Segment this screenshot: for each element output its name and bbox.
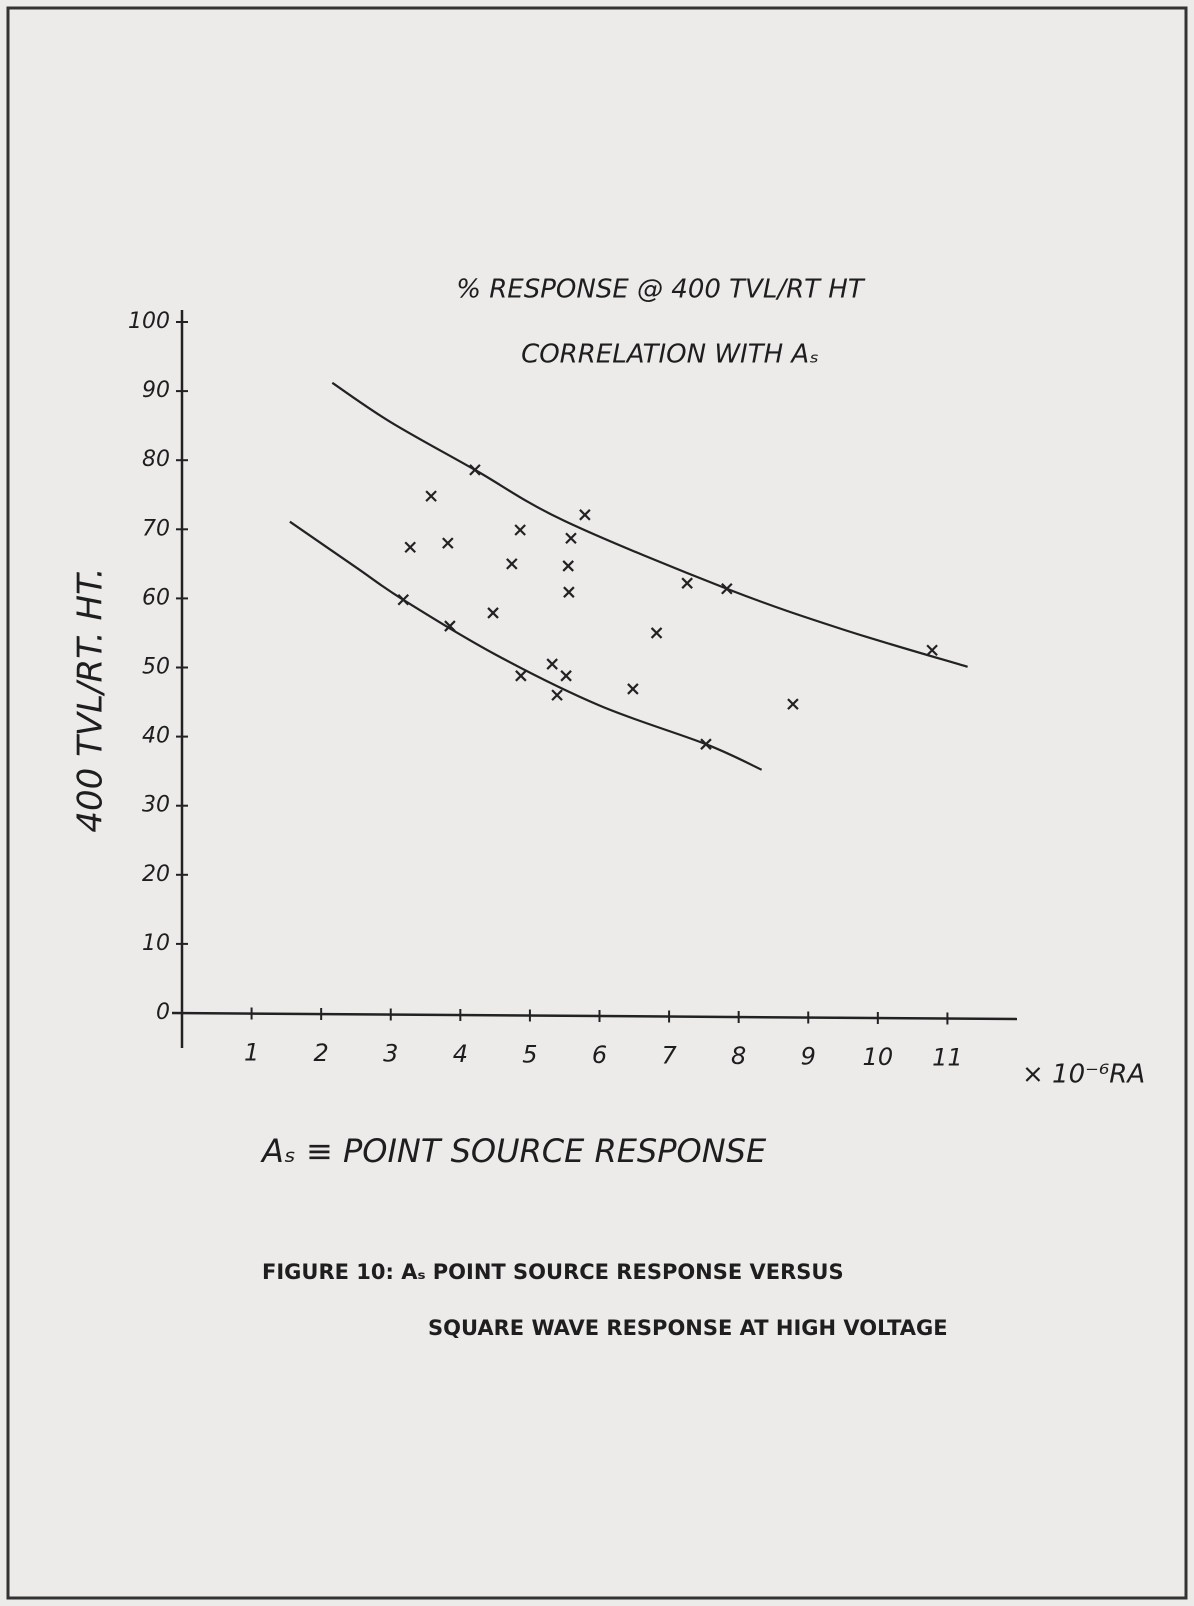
caption-line: FIGURE 10: Aₛ POINT SOURCE RESPONSE VERS…	[262, 1260, 844, 1284]
data-point	[551, 689, 563, 701]
data-point	[506, 558, 518, 570]
data-point	[560, 670, 572, 682]
frame	[6, 6, 1188, 1600]
data-point	[562, 560, 574, 572]
x-tick-label: 10	[863, 1043, 894, 1071]
cross-stroke	[627, 683, 639, 695]
fit-curve	[289, 520, 763, 771]
caption-line: SQUARE WAVE RESPONSE AT HIGH VOLTAGE	[428, 1316, 948, 1340]
data-point	[487, 607, 499, 619]
y-tick-label: 80	[142, 447, 170, 472]
data-point	[926, 644, 938, 657]
x-axis-unit: × 10⁻⁶RA	[1022, 1060, 1145, 1090]
cross-stroke	[926, 644, 938, 657]
y-tick-label: 50	[142, 655, 170, 680]
x-tick-label: 7	[661, 1042, 677, 1070]
cross-stroke	[650, 627, 663, 639]
data-point	[425, 490, 437, 502]
y-tick-label: 40	[142, 724, 170, 749]
cross-stroke	[487, 607, 499, 619]
y-tick-label: 30	[142, 793, 170, 818]
y-tick-label: 60	[142, 585, 170, 610]
cross-stroke	[551, 689, 563, 701]
x-tick-label: 6	[592, 1041, 607, 1069]
cross-stroke	[681, 577, 693, 589]
chart-subtitle: CORRELATION WITH Aₛ	[521, 340, 819, 370]
data-point	[681, 577, 693, 589]
x-tick-label: 1	[244, 1039, 259, 1067]
cross-stroke	[787, 698, 799, 710]
cross-stroke	[546, 658, 558, 670]
x-tick-label: 9	[801, 1043, 816, 1071]
y-axis-label: 400 TVL/RT. HT.	[71, 567, 111, 832]
data-point	[442, 537, 454, 549]
data-point	[579, 509, 591, 521]
x-tick-label: 8	[731, 1042, 746, 1070]
data-point	[515, 670, 527, 682]
fit-curve	[331, 381, 968, 668]
data-point	[565, 532, 577, 545]
cross-stroke	[565, 532, 577, 545]
cross-stroke	[562, 560, 574, 572]
cross-stroke	[444, 620, 456, 632]
y-tick-label: 90	[142, 378, 170, 403]
x-tick-label: 3	[383, 1040, 398, 1068]
y-tick-label: 100	[128, 309, 170, 334]
cross-stroke	[560, 670, 572, 682]
data-point	[787, 698, 799, 710]
data-point	[650, 627, 663, 639]
chart-title: % RESPONSE @ 400 TVL/RT HT	[456, 275, 866, 305]
cross-stroke	[563, 586, 575, 598]
x-axis-label: Aₛ ≡ POINT SOURCE RESPONSE	[260, 1132, 767, 1170]
x-axis	[171, 1011, 1018, 1021]
y-tick-label: 20	[142, 862, 170, 887]
data-point	[546, 658, 558, 670]
cross-stroke	[506, 558, 518, 570]
y-tick-label: 70	[142, 516, 170, 541]
x-tick-label: 4	[453, 1040, 468, 1068]
data-point	[514, 524, 526, 536]
y-tick-label: 10	[142, 931, 170, 956]
x-tick-label: 5	[522, 1041, 537, 1069]
cross-stroke	[442, 537, 454, 549]
cross-stroke	[579, 509, 591, 521]
y-tick-label: 0	[156, 1000, 170, 1025]
x-tick-label: 2	[314, 1039, 329, 1067]
cross-stroke	[514, 524, 526, 536]
data-point	[404, 541, 417, 554]
data-point	[627, 683, 639, 695]
cross-stroke	[404, 541, 417, 554]
cross-stroke	[515, 670, 527, 682]
cross-stroke	[425, 490, 437, 502]
x-tick-label: 11	[932, 1044, 963, 1072]
data-point	[563, 586, 575, 598]
